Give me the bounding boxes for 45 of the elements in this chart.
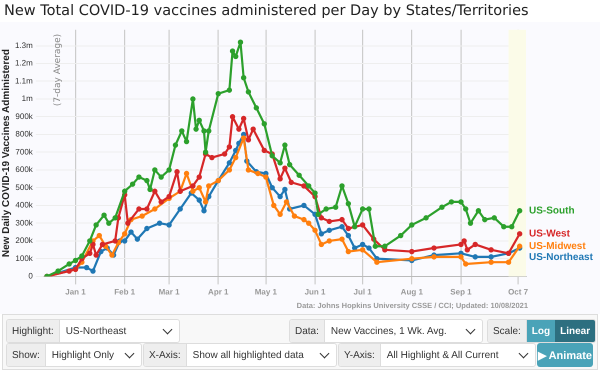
y-tick-label: 300k — [15, 218, 34, 228]
y-tick-label: 0 — [28, 272, 34, 281]
text: New Vaccines, 1 Wk. Avg. — [330, 326, 448, 336]
y-tick-label: 500k — [15, 182, 34, 192]
text: Show all highlighted data — [192, 350, 305, 360]
text: X-Axis: — [144, 344, 187, 366]
y-tick-label: 400k — [15, 200, 34, 210]
chart-title: New Total COVID-19 vaccines administered per Day by States/Territories — [4, 3, 529, 19]
text: ▶ Animate — [537, 343, 593, 367]
text: Data: — [290, 320, 325, 342]
y-tick-label: 1m — [22, 94, 34, 104]
y-tick-label: 1.2m — [14, 58, 34, 68]
y-tick-label: 200k — [15, 236, 34, 246]
y-tick-label: 1.1m — [14, 76, 34, 86]
y-tick-label: 700k — [15, 147, 34, 156]
text: Scale: — [488, 320, 527, 342]
y-axis-title: New Daily COVID-19 Vaccines Administered — [0, 49, 12, 258]
x-tick-label: Mar 1 — [158, 287, 180, 296]
x-tick-label: Aug 1 — [400, 287, 424, 296]
series-label: US-Northeast — [529, 252, 594, 263]
text: All Highlight & All Current — [386, 350, 500, 360]
x-tick-label: Apr 1 — [208, 287, 230, 296]
y-tick-label: 100k — [15, 254, 34, 263]
y-tick-label: 900k — [15, 112, 34, 121]
annotation: (7-day Average) — [53, 34, 64, 106]
y-tick-label: 1.3m — [14, 40, 34, 50]
series-label: US-South — [529, 206, 575, 217]
text: Y-Axis: — [339, 344, 381, 366]
x-tick-label: Jun 1 — [304, 287, 326, 296]
text: Highlight Only — [50, 350, 116, 360]
series-label: US-Midwest — [529, 240, 586, 252]
x-tick-label: Jul 1 — [354, 287, 372, 296]
text: Log — [526, 320, 556, 342]
x-tick-label: Feb 1 — [114, 287, 136, 296]
text: Show: — [7, 344, 46, 366]
text: Highlight: — [7, 320, 60, 342]
x-tick-label: Jan 1 — [65, 287, 86, 296]
x-tick-label: Oct 7 — [508, 287, 529, 296]
x-tick-label: May 1 — [254, 287, 278, 296]
y-tick-label: 600k — [15, 165, 34, 174]
x-tick-label: Sep 1 — [450, 287, 472, 296]
text: Linear — [555, 320, 596, 342]
series-label: US-West — [529, 228, 571, 240]
y-tick-label: 800k — [15, 130, 34, 139]
text: US-Northeast — [64, 326, 128, 336]
